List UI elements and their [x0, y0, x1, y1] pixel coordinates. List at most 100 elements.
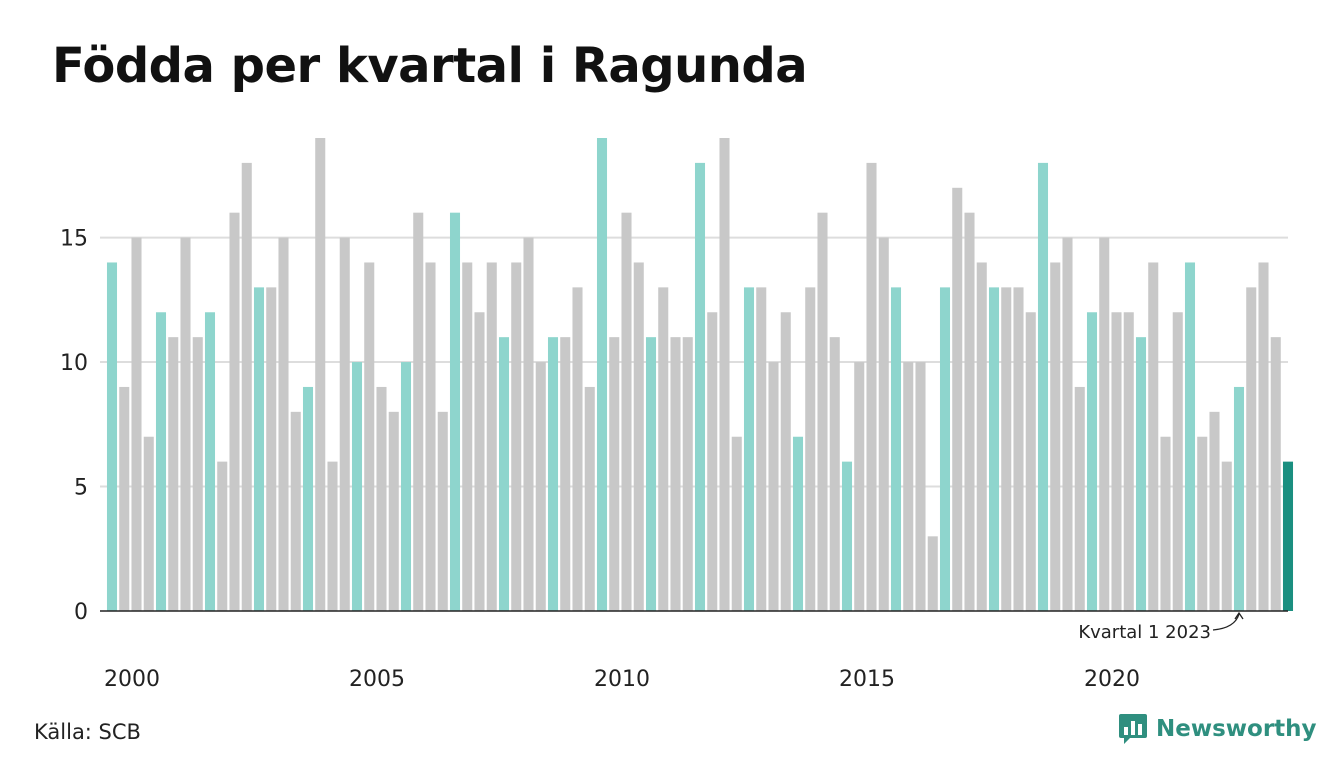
bar [486, 262, 497, 611]
bar [143, 436, 154, 611]
bar [976, 262, 987, 611]
bar [939, 287, 951, 611]
bar [437, 411, 448, 611]
bar [682, 337, 693, 611]
bar [743, 287, 755, 611]
bar [498, 337, 510, 611]
bar [388, 411, 399, 611]
bar [217, 461, 228, 611]
bar [731, 436, 742, 611]
bar [719, 138, 730, 611]
bar [168, 337, 179, 611]
bar [988, 287, 1000, 611]
bar [621, 212, 632, 611]
bar [1270, 337, 1281, 611]
bar [1246, 287, 1257, 611]
bar [1282, 461, 1294, 611]
bar [1099, 237, 1110, 611]
bar [266, 287, 277, 611]
bar [241, 162, 252, 611]
y-tick-label: 0 [74, 600, 88, 625]
bar [535, 362, 546, 611]
bar [511, 262, 522, 611]
bar [792, 436, 804, 611]
bar [119, 386, 130, 611]
bar [155, 312, 167, 611]
bar [1135, 337, 1147, 611]
bar [1037, 162, 1049, 611]
bar [584, 386, 595, 611]
bar [1160, 436, 1171, 611]
source-note: Källa: SCB [34, 720, 141, 744]
bar [756, 287, 767, 611]
bar [204, 312, 216, 611]
bar [351, 362, 363, 611]
bar [1111, 312, 1122, 611]
bar [547, 337, 559, 611]
bar [780, 312, 791, 611]
bar [927, 536, 938, 611]
brand-name: Newsworthy [1156, 716, 1317, 742]
bar [670, 337, 681, 611]
brand-logo: Newsworthy [1118, 712, 1317, 746]
bar [106, 262, 118, 611]
bar [645, 337, 657, 611]
bar [658, 287, 669, 611]
bar [1221, 461, 1232, 611]
annotation: Kvartal 1 2023 [1078, 611, 1244, 643]
bars [106, 138, 1294, 612]
bar [131, 237, 142, 611]
bar [449, 212, 461, 611]
bar [327, 461, 338, 611]
bar [474, 312, 485, 611]
bar [1123, 312, 1134, 611]
bar [253, 287, 265, 611]
x-tick-label: 2015 [839, 667, 895, 692]
bar [915, 362, 926, 611]
bar [462, 262, 473, 611]
bar [376, 386, 387, 611]
bar [964, 212, 975, 611]
x-tick-label: 2010 [594, 667, 650, 692]
bar [903, 362, 914, 611]
bar [1086, 312, 1098, 611]
y-tick-label: 10 [60, 351, 88, 376]
bar [609, 337, 620, 611]
bar [523, 237, 534, 611]
y-axis-ticks: 0 5 10 15 [60, 227, 88, 625]
bar [192, 337, 203, 611]
y-tick-label: 15 [60, 227, 88, 252]
bar [1062, 237, 1073, 611]
annotation-arrowhead [1234, 611, 1244, 620]
bar [829, 337, 840, 611]
bar [841, 461, 853, 611]
bar [364, 262, 375, 611]
bar [560, 337, 571, 611]
bar [633, 262, 644, 611]
bar [339, 237, 350, 611]
bar [1050, 262, 1061, 611]
bar [1184, 262, 1196, 611]
bar [694, 162, 706, 611]
bar [1013, 287, 1024, 611]
bar [878, 237, 889, 611]
bar [1209, 411, 1220, 611]
bar [1233, 386, 1245, 611]
y-tick-label: 5 [74, 476, 88, 501]
bar-chart-speech-icon [1119, 714, 1147, 744]
bar [572, 287, 583, 611]
bar [1258, 262, 1269, 611]
bar [413, 212, 424, 611]
annotation-label: Kvartal 1 2023 [1078, 622, 1211, 643]
chart-title: Födda per kvartal i Ragunda [52, 38, 808, 94]
bar [302, 386, 314, 611]
bar [890, 287, 902, 611]
bar [1197, 436, 1208, 611]
bar [290, 411, 301, 611]
bar [817, 212, 828, 611]
bar [1074, 386, 1085, 611]
bar [768, 362, 779, 611]
bar [1001, 287, 1012, 611]
x-tick-label: 2005 [349, 667, 405, 692]
x-tick-label: 2020 [1084, 667, 1140, 692]
